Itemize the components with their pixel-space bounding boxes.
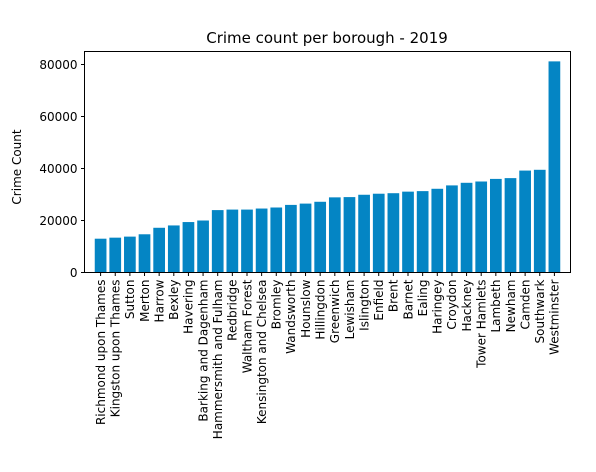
y-tick-label: 60000 [39, 110, 77, 124]
bar-enfield [372, 193, 385, 273]
x-tick-label: Lewisham [343, 280, 357, 340]
x-tick-label: Wandsworth [284, 280, 298, 354]
bar-greenwich [328, 197, 341, 273]
y-axis-label: Crime Count [10, 129, 24, 204]
x-tick-label: Barnet [401, 279, 415, 319]
bar-barking-and-dagenham [197, 220, 209, 273]
bar-southwark [533, 169, 546, 273]
x-tick-label: Barking and Dagenham [196, 280, 210, 422]
bar-newham [504, 178, 517, 273]
bar-richmond-upon-thames [94, 238, 107, 273]
x-tick-label: Kingston upon Thames [109, 280, 123, 418]
bar-islington [358, 194, 370, 273]
x-tick-label: Redbridge [226, 280, 240, 341]
x-tick-label: Lambeth [489, 280, 503, 333]
bar-redbridge [226, 209, 239, 273]
y-tick-label: 40000 [39, 162, 77, 176]
bar-kingston-upon-thames [109, 237, 122, 273]
y-axis-ticks: 0 20000 40000 60000 80000 [39, 58, 85, 280]
bar-hounslow [299, 203, 312, 273]
x-tick-label: Tower Hamlets [475, 280, 489, 369]
bar-brent [387, 193, 400, 273]
bar-barnet [402, 191, 414, 273]
bar-wandsworth [285, 204, 297, 273]
x-tick-label: Bexley [167, 280, 181, 320]
bar-lewisham [343, 197, 356, 273]
x-tick-label: Brent [387, 279, 401, 312]
x-tick-label: Ealing [416, 280, 430, 317]
x-tick-label: Merton [138, 280, 152, 322]
x-tick-label: Haringey [431, 280, 445, 334]
x-tick-label: Greenwich [328, 280, 342, 344]
y-tick-label: 20000 [39, 214, 77, 228]
bar-haringey [431, 188, 444, 273]
bar-westminster [548, 61, 561, 273]
bar-harrow [153, 227, 166, 273]
bar-ealing [416, 191, 429, 273]
bar-croydon [446, 185, 458, 273]
bar-havering [182, 222, 195, 273]
bar-bexley [167, 225, 180, 273]
bar-tower-hamlets [475, 181, 488, 273]
bar-sutton [124, 236, 136, 273]
x-tick-label: Hillingdon [313, 280, 327, 340]
x-tick-label: Havering [182, 280, 196, 334]
bar-bromley [270, 207, 283, 273]
x-tick-label: Richmond upon Thames [94, 280, 108, 426]
x-tick-label: Enfield [372, 280, 386, 321]
x-tick-label: Hammersmith and Fulham [211, 280, 225, 440]
x-tick-label: Westminster [548, 279, 562, 354]
x-tick-label: Sutton [123, 280, 137, 320]
bar-hammersmith-and-fulham [211, 210, 224, 273]
y-tick-label: 80000 [39, 58, 77, 72]
bar-camden [519, 170, 531, 273]
x-tick-label: Harrow [152, 279, 166, 322]
bar-waltham-forest [241, 209, 253, 273]
bar-hackney [460, 182, 473, 273]
x-tick-label: Croydon [445, 280, 459, 330]
bar-hillingdon [314, 201, 327, 273]
x-tick-label: Southwark [533, 279, 547, 343]
x-tick-label: Bromley [270, 280, 284, 330]
x-tick-label: Waltham Forest [240, 279, 254, 373]
bar-merton [138, 234, 151, 273]
bar-kensington-and-chelsea [255, 208, 268, 273]
bar-lambeth [489, 178, 502, 273]
x-tick-label: Camden [518, 280, 532, 330]
x-axis-ticks: Richmond upon Thames Kingston upon Thames… [94, 272, 562, 440]
x-tick-label: Kensington and Chelsea [255, 280, 269, 425]
y-tick-label: 0 [70, 266, 78, 280]
x-tick-label: Newham [504, 280, 518, 333]
bars-group [94, 61, 561, 273]
x-tick-label: Hounslow [299, 279, 313, 338]
x-tick-label: Islington [357, 280, 371, 331]
chart-title: Crime count per borough - 2019 [206, 29, 448, 47]
plot-area-frame [84, 51, 571, 273]
x-tick-label: Hackney [460, 280, 474, 332]
